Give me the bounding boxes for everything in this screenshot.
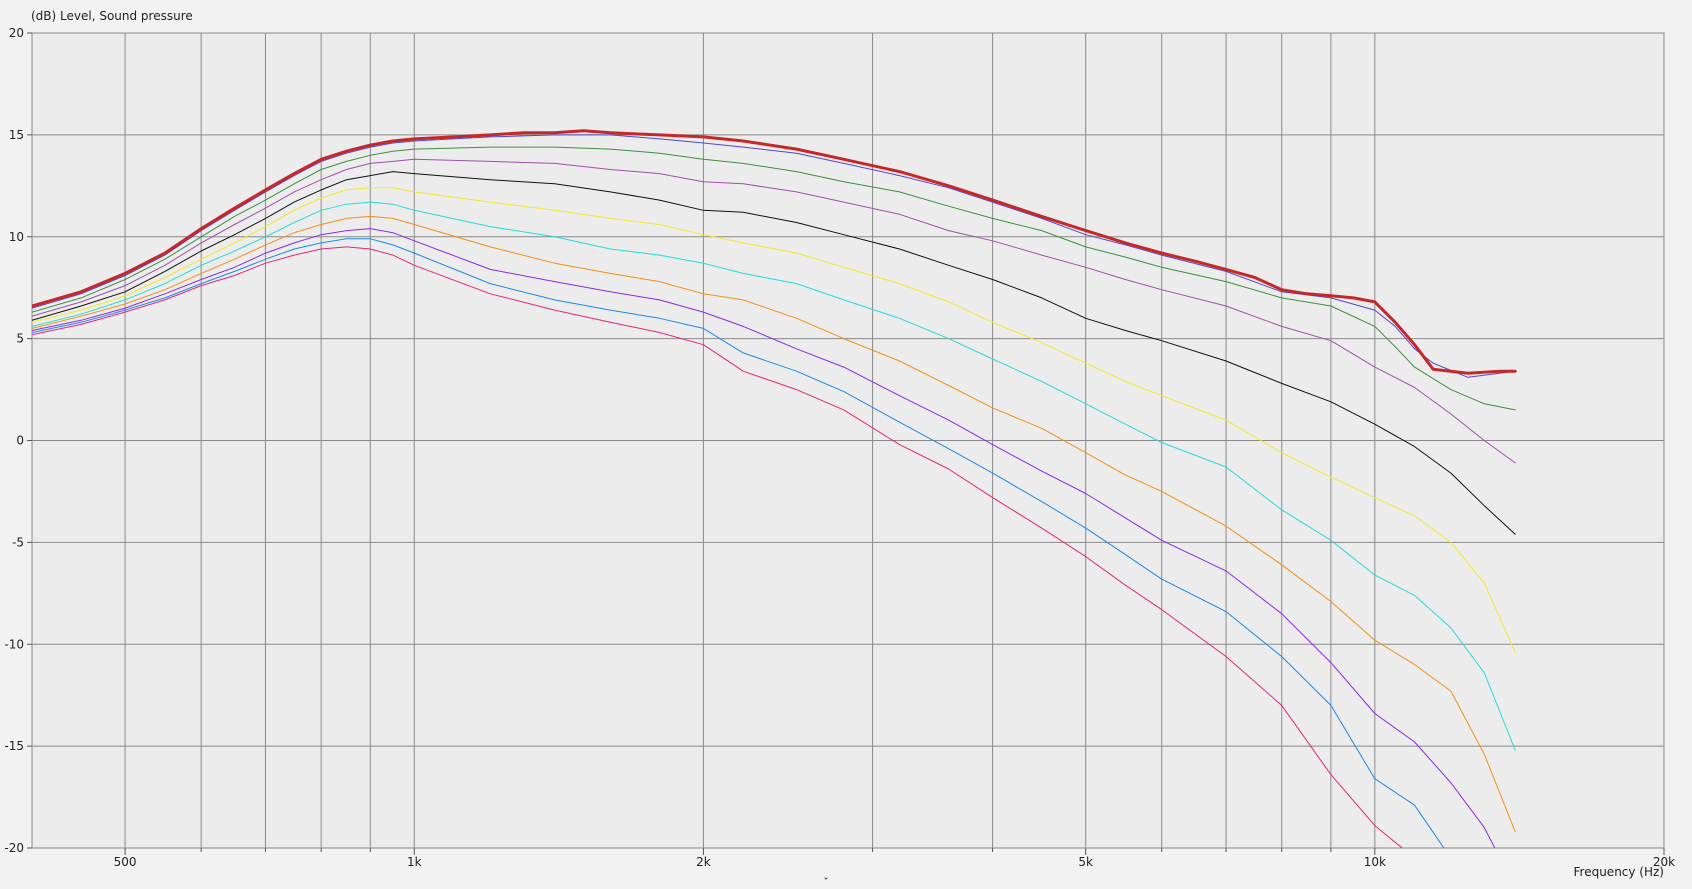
series-lines	[32, 129, 1517, 848]
series-line-7	[32, 201, 1516, 751]
series-line-8	[32, 215, 1516, 833]
grid-lines	[31, 32, 1665, 849]
y-tick-label: -10	[4, 637, 24, 651]
series-line-1	[32, 129, 1517, 375]
axis-labels: 500 1k 2k 5k 10k 20k 20 15 10 5 0 -5 -10 -15 -20	[4, 26, 1675, 869]
y-tick-label: -20	[4, 841, 24, 855]
series-line-4	[32, 158, 1516, 464]
y-tick-label: -15	[4, 739, 24, 753]
series-line-10	[32, 238, 1445, 848]
y-tick-label: 5	[16, 332, 24, 346]
series-line-6	[32, 187, 1516, 653]
x-tick-label: 2k	[696, 855, 711, 869]
series-line-11	[32, 246, 1403, 848]
footer-marker: ˇ	[823, 876, 829, 885]
x-tick-label: 10k	[1364, 855, 1386, 869]
y-axis-title: (dB) Level, Sound pressure	[31, 9, 193, 23]
y-tick-label: 10	[9, 230, 24, 244]
series-line-2	[32, 134, 1516, 378]
y-tick-label: 20	[9, 26, 24, 40]
series-line-9	[32, 228, 1496, 848]
y-tick-label: 0	[16, 434, 24, 448]
x-axis-title: Frequency (Hz)	[1574, 865, 1665, 879]
x-tick-label: 500	[114, 855, 137, 869]
x-tick-label: 1k	[407, 855, 422, 869]
y-tick-label: -5	[12, 535, 24, 549]
series-line-3	[32, 146, 1516, 411]
y-tick-label: 15	[9, 128, 24, 142]
series-line-5	[32, 171, 1516, 535]
x-tick-label: 5k	[1078, 855, 1093, 869]
x-tick-label: 20k	[1653, 855, 1675, 869]
